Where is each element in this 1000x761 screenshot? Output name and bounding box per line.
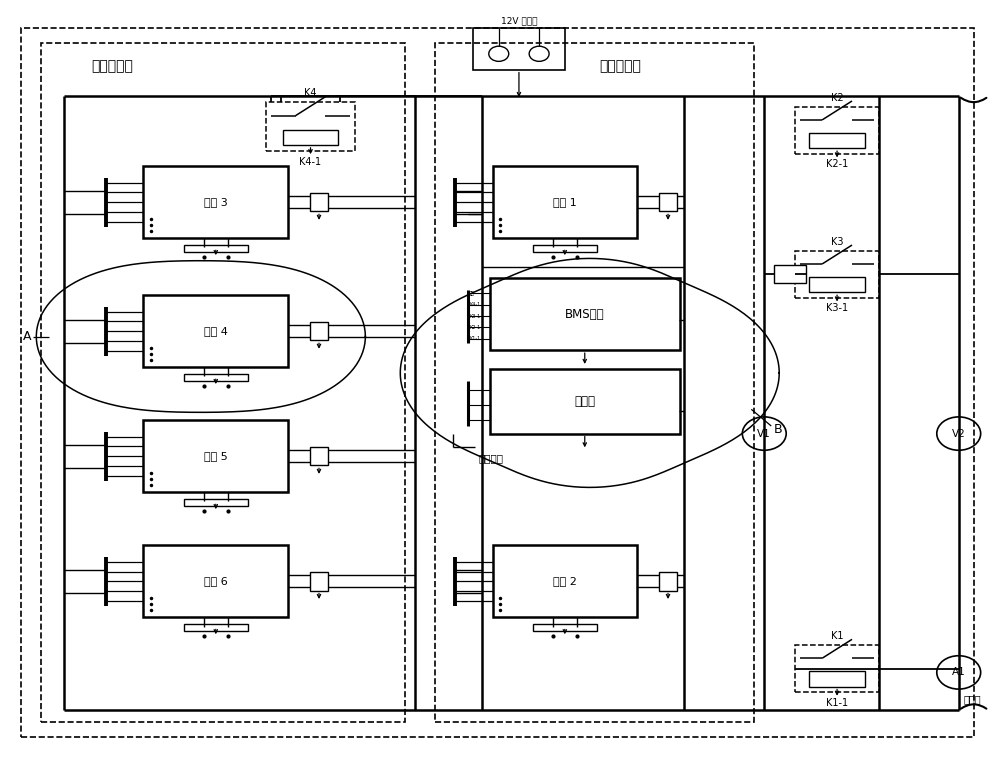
Text: 12V 蓄电池: 12V 蓄电池 <box>501 16 537 25</box>
Text: K3: K3 <box>831 237 843 247</box>
Text: 分断开关: 分断开关 <box>478 453 503 463</box>
Bar <box>266 102 355 151</box>
Text: 增程电池组: 增程电池组 <box>91 59 133 73</box>
Text: BMS主机: BMS主机 <box>565 307 605 320</box>
Bar <box>143 420 288 492</box>
Text: B: B <box>774 423 783 436</box>
Bar <box>184 499 248 506</box>
Text: K2-1: K2-1 <box>469 325 480 330</box>
Text: K4-1: K4-1 <box>299 157 322 167</box>
Bar <box>310 193 328 212</box>
Text: K3-1: K3-1 <box>469 314 480 319</box>
Text: 分流器: 分流器 <box>964 694 981 704</box>
Text: K3-1: K3-1 <box>826 304 848 314</box>
Text: 从机 4: 从机 4 <box>204 326 228 336</box>
Text: 从机 5: 从机 5 <box>204 451 228 461</box>
Text: K4: K4 <box>304 88 317 97</box>
Text: 主电池系统: 主电池系统 <box>600 59 642 73</box>
Text: A1: A1 <box>952 667 966 677</box>
Bar <box>184 624 248 631</box>
Bar <box>795 645 879 692</box>
Bar <box>310 572 328 591</box>
Bar <box>143 167 288 238</box>
Bar <box>533 245 597 252</box>
Bar <box>533 624 597 631</box>
Text: K1-1: K1-1 <box>826 698 848 708</box>
Text: K1-1: K1-1 <box>469 336 480 341</box>
Bar <box>795 107 879 154</box>
Text: 高压: 高压 <box>469 291 475 296</box>
Bar <box>493 546 637 617</box>
Bar <box>659 193 677 212</box>
Bar <box>490 278 680 350</box>
Bar <box>473 28 565 69</box>
Text: 高压盒: 高压盒 <box>574 395 595 408</box>
Bar <box>809 671 865 686</box>
Bar <box>143 295 288 368</box>
Text: 从机 3: 从机 3 <box>204 197 228 207</box>
Text: A: A <box>23 330 32 343</box>
Bar <box>774 266 806 283</box>
Bar <box>659 572 677 591</box>
Text: K2-1: K2-1 <box>826 159 848 170</box>
Text: V1: V1 <box>757 428 771 438</box>
Bar <box>809 133 865 148</box>
Text: 从机 2: 从机 2 <box>553 576 577 587</box>
Bar <box>41 43 405 721</box>
Bar <box>809 277 865 292</box>
Bar <box>184 374 248 380</box>
Bar <box>795 251 879 298</box>
Text: K1: K1 <box>831 631 843 641</box>
Bar <box>310 447 328 466</box>
Text: 从机 1: 从机 1 <box>553 197 577 207</box>
Text: V2: V2 <box>952 428 966 438</box>
Bar <box>310 322 328 340</box>
Text: K4-1: K4-1 <box>469 302 480 307</box>
Bar <box>283 130 338 145</box>
Text: 从机 6: 从机 6 <box>204 576 228 587</box>
Text: K2: K2 <box>831 93 843 103</box>
Bar <box>435 43 754 721</box>
Bar <box>490 369 680 434</box>
Bar <box>143 546 288 617</box>
Bar <box>493 167 637 238</box>
Bar <box>184 245 248 252</box>
